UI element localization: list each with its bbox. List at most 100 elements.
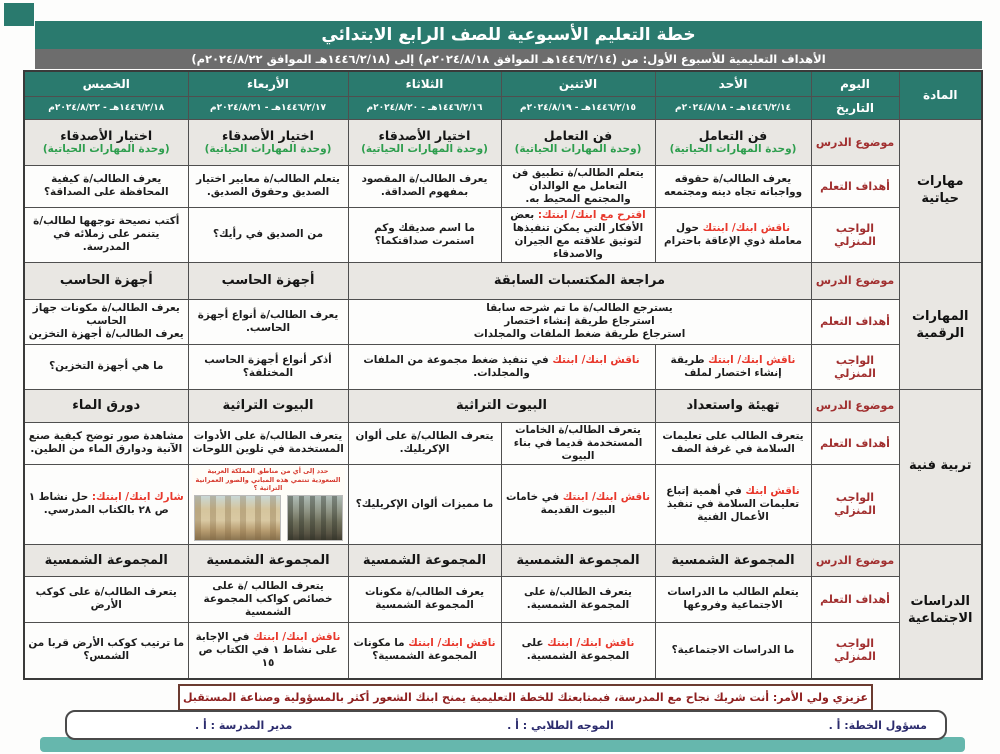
bottom-accent-bar	[40, 737, 965, 752]
topic-cell: أجهزة الحاسب	[187, 261, 349, 300]
homework-text: ما الدراسات الاجتماعية؟	[671, 643, 795, 656]
weekly-plan-table-wrap: المادة اليوم الأحد الاثنين الثلاثاء الأر…	[23, 70, 983, 680]
row-label-homework: الواجب المنزلي	[810, 206, 900, 263]
homework-highlight: ناقش ابنك	[745, 484, 800, 497]
homework-cell: ناقش ابنك/ ابنتك في الإجابة على نشاط ١ ف…	[187, 621, 349, 680]
objective-cell: مشاهدة صور توضح كيفية صنع الآنية ودوارق …	[23, 421, 189, 465]
topic-cell: اختيار الأصدقاء (وحدة المهارات الحياتية)	[23, 118, 189, 166]
homework-highlight: ناقش ابنك/ ابنتك	[408, 637, 496, 650]
topic-cell: فن التعامل (وحدة المهارات الحياتية)	[654, 118, 812, 166]
topic-title: فن التعامل	[698, 128, 768, 144]
topic-unit: (وحدة المهارات الحياتية)	[669, 143, 797, 156]
date-header: ١٤٤٦/٢/١٦هـ - ٢٠٢٤/٨/٢٠م	[347, 95, 502, 120]
homework-text: أذكر أنواع أجهزة الحاسب المختلفة؟	[204, 353, 332, 379]
homework-text: في أهمية إتباع تعليمات السلامة في تنفيذ …	[666, 484, 800, 523]
homework-text: ما هي أجهزة التخزين؟	[49, 360, 164, 372]
signature-plan-owner: مسؤول الخطة: أ .	[828, 718, 927, 732]
header-day-label: اليوم	[810, 70, 900, 97]
row-label-topic: موضوع الدرس	[810, 261, 900, 300]
homework-cell: ما هي أجهزة التخزين؟	[23, 343, 189, 390]
homework-cell-merged: ناقش ابنك/ ابنتك في تنفيذ ضغط مجموعة من …	[347, 343, 656, 390]
homework-cell: ناقش ابنك/ ابنتك في خامات البيوت القديمة	[500, 463, 656, 545]
objective-cell: يتعلم الطالب ما الدراسات الاجتماعية وفرو…	[654, 575, 812, 623]
topic-cell: المجموعة الشمسية	[23, 543, 189, 577]
topic-title: اختيار الأصدقاء	[378, 128, 471, 144]
homework-highlight: ناقش ابنك/ ابنتك	[702, 221, 790, 234]
homework-cell: أكتب نصيحة توجهها لطالب/ة يتنمر على زملا…	[23, 206, 189, 263]
topic-unit: (وحدة المهارات الحياتية)	[42, 143, 170, 156]
objective-cell: يتعلم الطالب/ة تطبيق فن التعامل مع الوال…	[500, 164, 656, 208]
homework-cell: ناقش ابنك في أهمية إتباع تعليمات السلامة…	[654, 463, 812, 545]
objective-cell: يتعرف الطالب/ة على الأدوات المستخدمة في …	[187, 421, 349, 465]
heritage-photos	[193, 495, 343, 542]
signature-student-advisor: الموجه الطلابي : أ .	[507, 718, 614, 732]
homework-image-cell: حدد إلى أي من مناطق المملكة العربية السع…	[187, 463, 349, 545]
homework-text: حول معاملة ذوي الإعاقة باحترام	[664, 221, 802, 247]
objective-cell: يعرف الطالب/ة مكونات جهاز الحاسب يعرف ال…	[23, 298, 189, 345]
homework-cell: ما اسم صديقك وكم استمرت صداقتكما؟	[347, 206, 502, 263]
subject-cell: مهارات حياتية	[898, 118, 983, 263]
homework-highlight: ناقش ابنك/ ابنتك	[552, 353, 640, 366]
row-label-objectives: أهداف التعلم	[810, 298, 900, 345]
objective-cell: يتعرف الطالب/ة على المجموعة الشمسية.	[500, 575, 656, 623]
homework-text: في الإجابة على نشاط ١ في الكتاب ص ١٥	[195, 630, 338, 669]
objective-cell: يعرف الطالب/ة كيفية المحافظة على الصداقة…	[23, 164, 189, 208]
topic-cell-merged: البيوت التراثية	[347, 388, 656, 423]
date-header: ١٤٤٦/٢/١٤هـ - ٢٠٢٤/٨/١٨م	[654, 95, 812, 120]
homework-cell: ناقش ابنك/ ابنتك ما مكونات المجموعة الشم…	[347, 621, 502, 680]
row-label-objectives: أهداف التعلم	[810, 421, 900, 465]
homework-text: على المجموعة الشمسية.	[521, 637, 630, 663]
weekly-plan-table: المادة اليوم الأحد الاثنين الثلاثاء الأر…	[23, 70, 983, 680]
row-label-topic: موضوع الدرس	[810, 118, 900, 166]
objective-cell: يتعرف الطالب/ة الخامات المستخدمة قديما ف…	[500, 421, 656, 465]
row-label-objectives: أهداف التعلم	[810, 164, 900, 208]
homework-highlight: ناقش ابنك/ ابنتك	[253, 630, 341, 643]
homework-cell: ما مميزات ألوان الإكريليك؟	[347, 463, 502, 545]
heritage-photo-stone	[286, 495, 343, 542]
homework-highlight: ناقش ابنك/ ابنتك	[708, 353, 796, 366]
row-label-topic: موضوع الدرس	[810, 388, 900, 423]
objective-cell: يتعرف الطالب/ة على ألوان الإكريليك.	[347, 421, 502, 465]
topic-unit: (وحدة المهارات الحياتية)	[361, 143, 488, 156]
homework-text: حل نشاط ١ ص ٢٨ بالكتاب المدرسي.	[28, 491, 169, 516]
homework-cell: ناقش ابنك/ ابنتك على المجموعة الشمسية.	[500, 621, 656, 680]
date-header: ١٤٤٦/٢/١٨هـ - ٢٠٢٤/٨/٢٢م	[23, 95, 189, 120]
date-header: ١٤٤٦/٢/١٧هـ - ٢٠٢٤/٨/٢١م	[187, 95, 349, 120]
objective-cell: يعرف الطالب/ة حقوقه وواجباته تجاه دينه و…	[654, 164, 812, 208]
header-date-label: التاريخ	[810, 95, 900, 120]
page-subtitle: الأهداف التعليمية للأسبوع الأول: من (١٤٤…	[35, 49, 982, 69]
homework-cell: شارك ابنك/ ابنتك: حل نشاط ١ ص ٢٨ بالكتاب…	[23, 463, 189, 545]
homework-text: في خامات البيوت القديمة	[505, 491, 616, 516]
day-header: الثلاثاء	[347, 70, 502, 97]
row-label-topic: موضوع الدرس	[810, 543, 900, 577]
heritage-images: حدد إلى أي من مناطق المملكة العربية السع…	[191, 465, 345, 543]
homework-text: بعض الأفكار التي يمكن تنفيذها لتوثيق علا…	[510, 208, 644, 260]
topic-cell: المجموعة الشمسية	[187, 543, 349, 577]
homework-text: أكتب نصيحة توجهها لطالب/ة يتنمر على زملا…	[33, 215, 180, 253]
subject-cell: المهارات الرقمية	[898, 261, 983, 390]
homework-cell: ما ترتيب كوكب الأرض قربا من الشمس؟	[23, 621, 189, 680]
homework-cell: اقترح مع ابنك/ ابنتك: بعض الأفكار التي ي…	[500, 206, 656, 263]
homework-cell: ناقش ابنك/ ابنتك حول معاملة ذوي الإعاقة …	[654, 206, 812, 263]
topic-cell: أجهزة الحاسب	[23, 261, 189, 300]
objective-cell: يعرف الطالب/ة المقصود بمفهوم الصداقة.	[347, 164, 502, 208]
homework-text: ما ترتيب كوكب الأرض قربا من الشمس؟	[28, 637, 185, 663]
objective-cell: يتعلم الطالب/ة معايير اختيار الصديق وحقو…	[187, 164, 349, 208]
corner-accent	[4, 3, 34, 26]
objective-cell: يعرف الطالب/ة مكونات المجموعة الشمسية	[347, 575, 502, 623]
homework-text: ما اسم صديقك وكم استمرت صداقتكما؟	[374, 221, 475, 247]
topic-title: فن التعامل	[543, 128, 613, 144]
topic-cell-merged: مراجعة المكتسبات السابقة	[347, 261, 812, 300]
row-label-homework: الواجب المنزلي	[810, 621, 900, 680]
signature-bar: مسؤول الخطة: أ . الموجه الطلابي : أ . مد…	[65, 710, 947, 740]
topic-unit: (وحدة المهارات الحياتية)	[204, 143, 332, 156]
day-header: الأحد	[654, 70, 812, 97]
objective-cell: يعرف الطالب/ة أنواع أجهزة الحاسب.	[187, 298, 349, 345]
homework-text: ما مكونات المجموعة الشمسية؟	[353, 637, 477, 663]
homework-highlight: اقترح مع ابنك/ ابنتك:	[537, 208, 646, 221]
objective-cell: يتعرف الطالب /ة على خصائص كواكب المجموعة…	[187, 575, 349, 623]
homework-highlight: ناقش ابنك/ ابنتك	[562, 491, 651, 503]
objective-cell: يتعرف الطالب/ة على كوكب الأرض	[23, 575, 189, 623]
topic-cell: المجموعة الشمسية	[654, 543, 812, 577]
subject-cell: تربية فنية	[898, 388, 983, 545]
